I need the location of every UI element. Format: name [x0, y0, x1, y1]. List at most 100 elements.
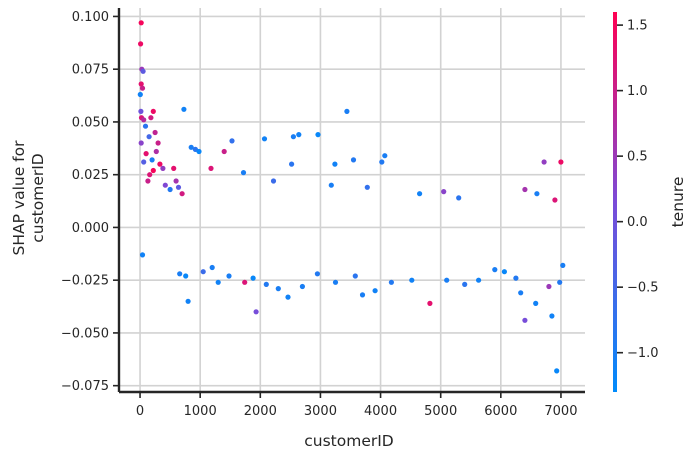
data-point: [250, 275, 256, 281]
y-tick-label: −0.050: [61, 326, 109, 341]
data-point: [522, 186, 528, 193]
y-tick-label: −0.075: [61, 379, 109, 394]
data-point: [352, 273, 358, 279]
data-point: [270, 178, 277, 184]
data-point: [492, 267, 498, 273]
data-point: [444, 277, 450, 283]
data-point: [188, 144, 194, 150]
colorbar: [613, 12, 617, 392]
data-point: [315, 132, 321, 138]
data-point: [359, 292, 366, 298]
data-point: [261, 136, 268, 142]
data-point: [139, 252, 146, 258]
x-axis-label: customerID: [304, 432, 394, 450]
grid-lines: [119, 8, 585, 392]
data-point: [175, 184, 182, 190]
data-point: [441, 189, 447, 195]
y-axis-label-line-1: SHAP value for: [10, 140, 28, 256]
y-tick-label: −0.025: [61, 274, 109, 289]
y-tick-label: 0.000: [72, 221, 109, 236]
data-point: [240, 170, 247, 176]
data-point: [263, 281, 269, 287]
y-tick-label: 0.075: [72, 63, 109, 78]
x-tick-label: 0: [136, 404, 144, 419]
data-point: [518, 290, 524, 296]
data-point: [557, 279, 563, 285]
data-point: [171, 165, 177, 171]
data-point: [229, 138, 235, 144]
x-tick-label: 7000: [544, 404, 577, 419]
colorbar-tick-label: 0.0: [627, 215, 648, 230]
data-point: [558, 159, 564, 165]
data-point: [138, 20, 144, 26]
colorbar-tick-label: −0.5: [627, 281, 659, 296]
data-point: [299, 283, 305, 290]
x-tick-label: 6000: [484, 404, 517, 419]
data-point: [344, 108, 350, 114]
data-point: [296, 132, 302, 138]
data-point: [140, 68, 146, 74]
data-point: [290, 134, 296, 140]
scatter-points: [137, 20, 566, 374]
colorbar-tick-label: 1.0: [627, 84, 648, 99]
data-point: [541, 159, 547, 165]
data-point: [554, 368, 560, 374]
data-point: [417, 191, 423, 197]
y-tick-label: 0.100: [72, 10, 109, 25]
data-point: [552, 197, 558, 203]
data-point: [143, 151, 149, 157]
x-tick-label: 1000: [184, 404, 217, 419]
data-point: [209, 264, 215, 271]
data-point: [138, 108, 144, 114]
data-point: [157, 161, 163, 167]
data-point: [185, 298, 191, 304]
data-point: [145, 178, 151, 184]
data-point: [162, 182, 168, 188]
data-point: [533, 300, 539, 306]
data-point: [148, 115, 154, 121]
data-point: [314, 271, 320, 277]
data-point: [196, 148, 202, 155]
colorbar-label: tenure: [669, 177, 687, 228]
data-point: [215, 279, 221, 285]
data-point: [379, 159, 385, 165]
data-point: [142, 123, 149, 129]
y-tick-label: 0.050: [72, 115, 109, 130]
data-point: [155, 140, 161, 146]
data-point: [332, 279, 339, 285]
data-point: [150, 167, 156, 174]
data-point: [388, 279, 394, 285]
data-point: [328, 182, 334, 188]
data-point: [139, 85, 146, 91]
data-point: [138, 81, 144, 87]
colorbar-tick-label: −1.0: [627, 346, 659, 361]
data-point: [549, 313, 555, 319]
data-point: [382, 153, 388, 159]
data-point: [427, 300, 433, 306]
x-tick-label: 5000: [424, 404, 457, 419]
data-point: [285, 294, 291, 300]
data-point: [160, 165, 166, 171]
data-point: [462, 281, 468, 287]
x-tick-label: 3000: [304, 404, 337, 419]
data-point: [221, 148, 227, 155]
x-tick-label: 2000: [244, 404, 277, 419]
x-tick-label: 4000: [364, 404, 397, 419]
data-point: [546, 283, 552, 290]
data-point: [226, 273, 232, 279]
data-point: [138, 140, 144, 146]
plot-axes: 0 1000 2000 3000 4000 5000 6000 7000 −0.075 −0.05…: [61, 8, 585, 419]
data-point: [138, 41, 144, 47]
data-point: [522, 317, 528, 323]
data-point: [137, 91, 143, 98]
colorbar-ticks: −1.0 −0.5 0.0 0.5 1.0 1.5: [617, 19, 659, 361]
data-point: [173, 178, 179, 184]
data-point: [534, 191, 540, 197]
data-point: [364, 184, 370, 190]
data-point: [147, 172, 153, 178]
data-point: [149, 157, 155, 163]
data-point: [456, 195, 462, 201]
data-point: [332, 161, 338, 167]
data-point: [177, 271, 183, 277]
